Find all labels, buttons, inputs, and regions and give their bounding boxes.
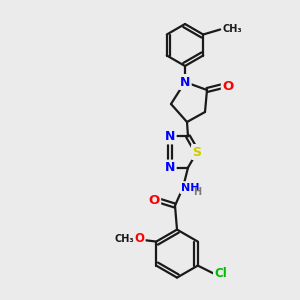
Text: S: S	[193, 146, 202, 158]
Text: O: O	[134, 232, 144, 245]
Text: CH₃: CH₃	[222, 25, 242, 34]
Text: H: H	[193, 187, 201, 196]
Text: O: O	[222, 80, 234, 92]
Text: N: N	[165, 130, 175, 143]
Text: NH: NH	[181, 183, 199, 193]
Text: N: N	[180, 76, 190, 88]
Text: O: O	[148, 194, 160, 207]
Text: N: N	[165, 161, 175, 174]
Text: Cl: Cl	[214, 267, 227, 280]
Text: CH₃: CH₃	[114, 234, 134, 244]
